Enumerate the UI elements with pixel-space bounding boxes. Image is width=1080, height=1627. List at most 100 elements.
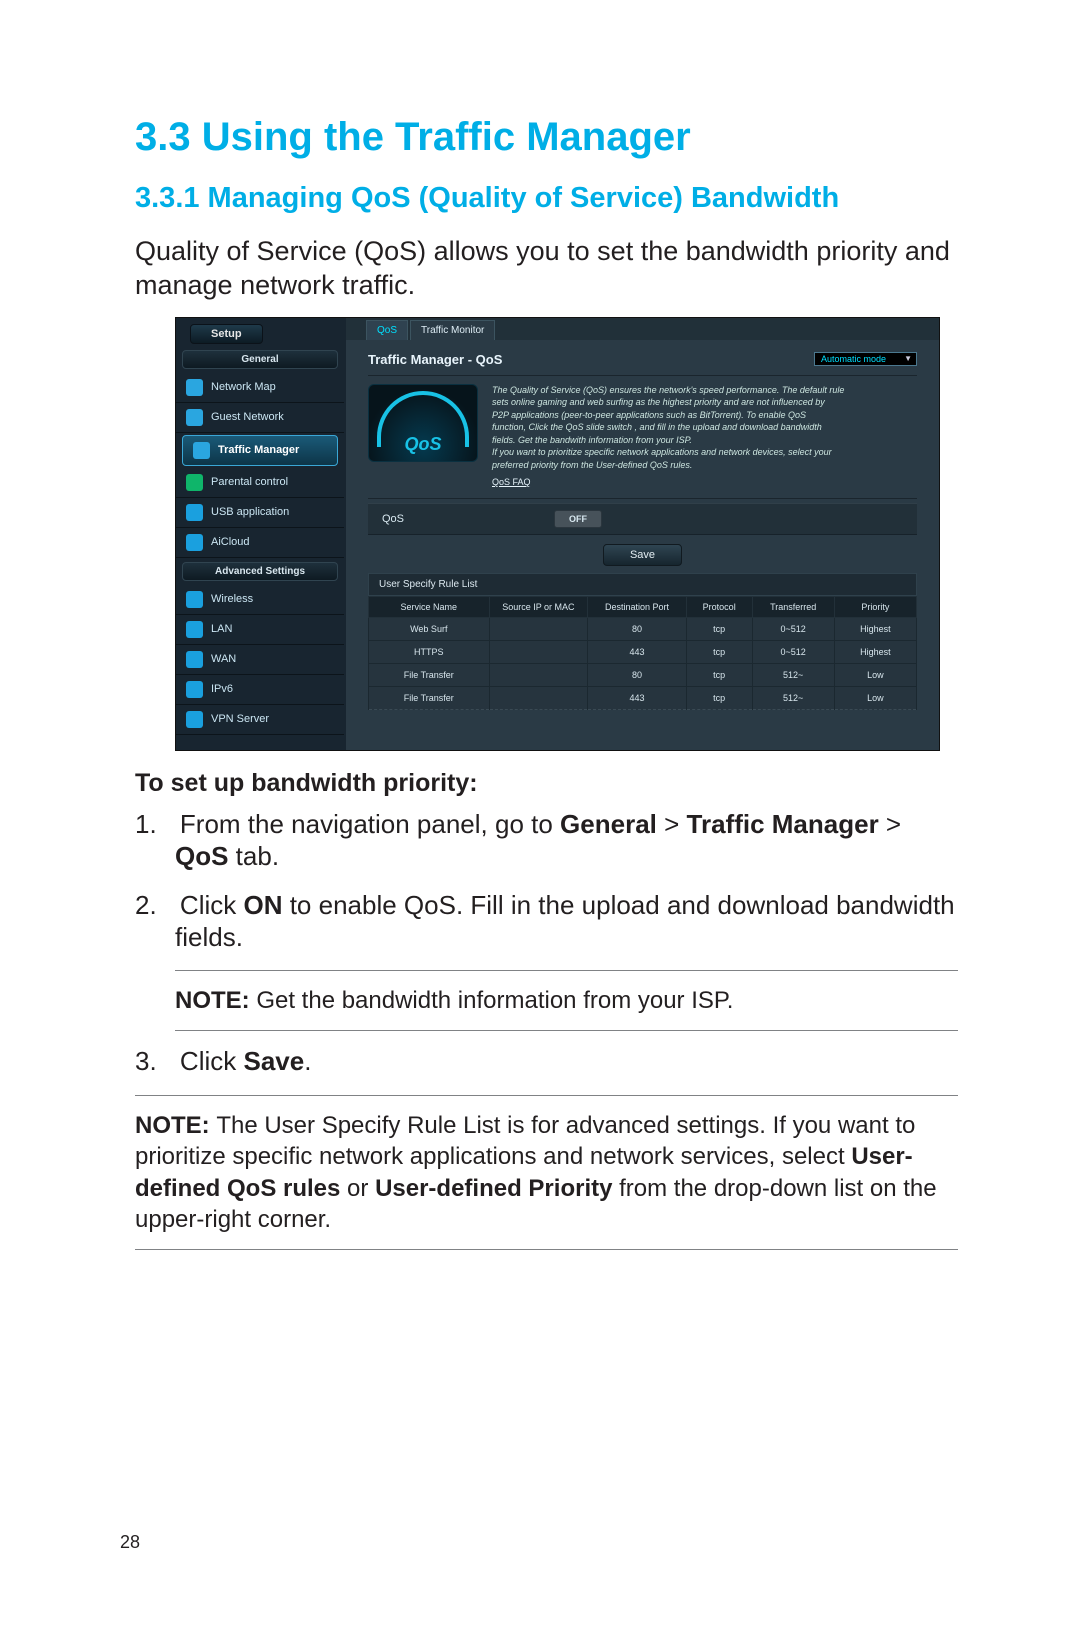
table-cell [489,618,588,641]
table-cell [489,687,588,710]
qos-gauge-icon: QoS [368,384,478,462]
sidebar-item[interactable]: Parental control [176,468,344,498]
table-cell: File Transfer [369,687,490,710]
sidebar-item-icon [186,621,203,638]
main-panel: QoS Traffic Monitor Traffic Manager - Qo… [346,318,939,750]
sidebar: General Network Map Guest Network Traffic … [176,346,344,735]
gauge-label: QoS [369,434,477,455]
qos-faq-link[interactable]: QoS FAQ [492,476,531,489]
sidebar-item[interactable]: AiCloud [176,528,344,558]
table-cell: 512~ [752,664,834,687]
table-cell: 0~512 [752,641,834,664]
table-cell: Low [834,687,916,710]
sidebar-item-label: LAN [211,623,232,635]
steps-list: From the navigation panel, go to General… [135,808,958,954]
table-cell: 80 [588,664,687,687]
sidebar-section-general: General [182,350,338,369]
sidebar-item-label: VPN Server [211,713,269,725]
sidebar-item-icon [186,409,203,426]
sidebar-item-icon [193,442,210,459]
table-cell: tcp [686,641,752,664]
description-line: If you want to prioritize specific netwo… [492,446,844,459]
step-2: Click ON to enable QoS. Fill in the uplo… [135,889,958,954]
sidebar-item[interactable]: Wireless [176,585,344,615]
sidebar-item-icon [186,504,203,521]
table-cell: Highest [834,641,916,664]
qos-description: The Quality of Service (QoS) ensures the… [492,384,844,489]
panel-tabs: QoS Traffic Monitor [346,318,939,340]
table-row: Web Surf80tcp0~512Highest [369,618,917,641]
sidebar-item-label: AiCloud [211,536,250,548]
qos-toggle[interactable]: OFF [554,510,602,528]
divider [368,498,917,499]
table-header: Transferred [752,597,834,618]
table-cell: tcp [686,664,752,687]
sidebar-item-icon [186,651,203,668]
table-cell: 443 [588,687,687,710]
setup-tab[interactable]: Setup [190,324,263,344]
note-rule-list: NOTE: The User Specify Rule List is for … [135,1095,958,1250]
table-row: HTTPS 443tcp0~512Highest [369,641,917,664]
rule-list-heading: User Specify Rule List [368,573,917,596]
table-header: Protocol [686,597,752,618]
table-row: File Transfer80tcp512~Low [369,664,917,687]
table-header: Destination Port [588,597,687,618]
steps-heading: To set up bandwidth priority: [135,769,958,798]
rule-list-table: Service NameSource IP or MACDestination … [368,596,917,710]
qos-form-label: QoS [382,513,404,525]
table-cell: 443 [588,641,687,664]
sidebar-item[interactable]: Network Map [176,373,344,403]
section-heading: 3.3 Using the Traffic Manager [135,115,958,160]
sidebar-item-label: USB application [211,506,289,518]
table-cell: HTTPS [369,641,490,664]
intro-paragraph: Quality of Service (QoS) allows you to s… [135,235,958,303]
sidebar-item[interactable]: LAN [176,615,344,645]
description-line: preferred priority from the User-defined… [492,459,844,472]
table-cell: File Transfer [369,664,490,687]
table-row: File Transfer 443tcp512~Low [369,687,917,710]
table-cell: 80 [588,618,687,641]
sidebar-item-label: Traffic Manager [218,444,299,456]
description-line: P2P applications (peer-to-peer applicati… [492,409,844,422]
subsection-heading: 3.3.1 Managing QoS (Quality of Service) … [135,182,958,215]
tab-qos[interactable]: QoS [366,320,408,340]
sidebar-item-icon [186,591,203,608]
description-line: fields. Get the bandwith information fro… [492,434,844,447]
table-header: Source IP or MAC [489,597,588,618]
qos-toggle-row: QoS OFF [368,503,917,535]
sidebar-item-icon [186,711,203,728]
table-cell: tcp [686,687,752,710]
sidebar-item-icon [186,379,203,396]
router-ui-screenshot: Setup General Network Map Guest Network Tr… [175,317,940,751]
step-1: From the navigation panel, go to General… [135,808,958,873]
description-line: function, Click the QoS slide switch , a… [492,421,844,434]
table-cell: Highest [834,618,916,641]
sidebar-item[interactable]: Traffic Manager [182,435,338,466]
sidebar-section-advanced: Advanced Settings [182,562,338,581]
note-isp: NOTE: Get the bandwidth information from… [175,970,958,1031]
sidebar-item-label: Wireless [211,593,253,605]
sidebar-item[interactable]: Guest Network [176,403,344,433]
sidebar-item[interactable]: IPv6 [176,675,344,705]
sidebar-item[interactable]: VPN Server [176,705,344,735]
sidebar-item-label: IPv6 [211,683,233,695]
table-cell: Web Surf [369,618,490,641]
sidebar-item-label: WAN [211,653,236,665]
panel-title: Traffic Manager - QoS [368,352,502,367]
sidebar-item-label: Parental control [211,476,288,488]
tab-traffic-monitor[interactable]: Traffic Monitor [410,320,495,340]
sidebar-item-label: Guest Network [211,411,284,423]
step-3: Click Save. [135,1045,958,1078]
sidebar-item-icon [186,681,203,698]
table-header: Service Name [369,597,490,618]
sidebar-item[interactable]: WAN [176,645,344,675]
divider [368,375,917,376]
table-cell: tcp [686,618,752,641]
description-line: The Quality of Service (QoS) ensures the… [492,384,844,397]
table-cell: 512~ [752,687,834,710]
mode-dropdown[interactable]: Automatic mode [814,352,917,366]
description-line: sets online gaming and web surfing as th… [492,396,844,409]
save-button[interactable]: Save [603,544,682,566]
sidebar-item[interactable]: USB application [176,498,344,528]
page-number: 28 [120,1532,140,1553]
